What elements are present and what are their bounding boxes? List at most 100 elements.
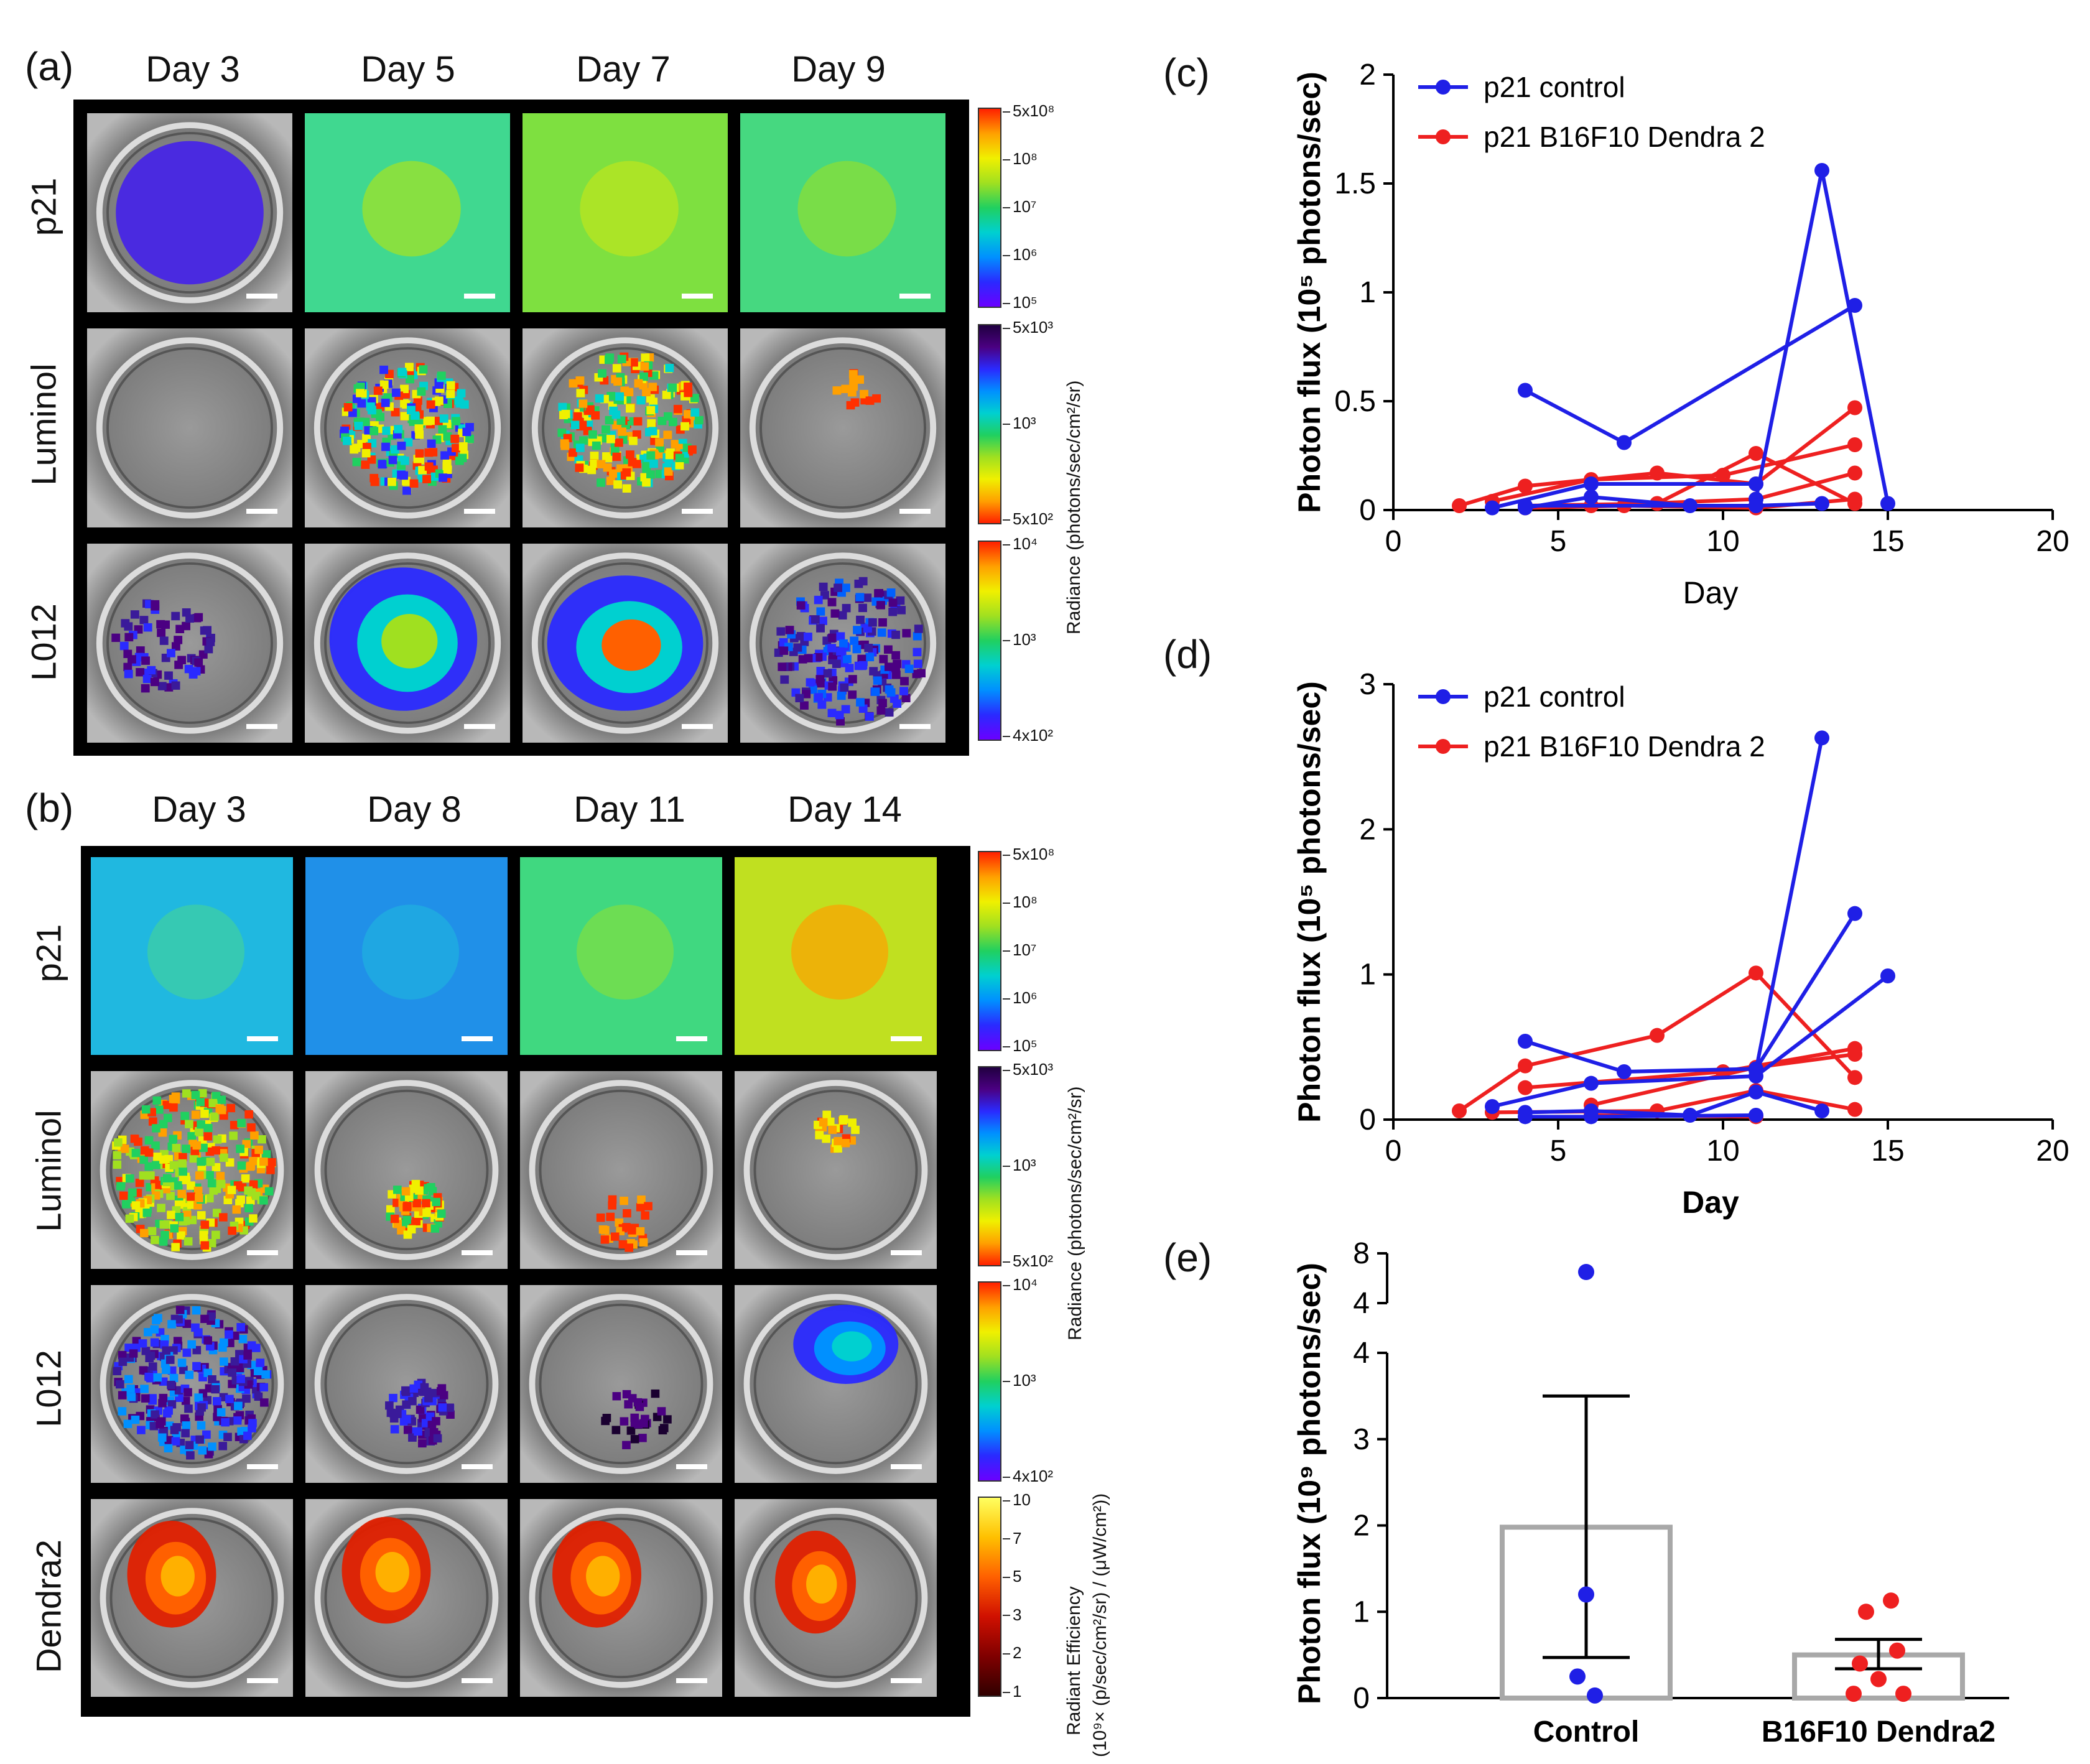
- scale-bar: [891, 1036, 922, 1041]
- panel-a-row-p21: p21: [24, 177, 63, 236]
- data-point: [1870, 1671, 1887, 1687]
- colorbar-tick-label: 5x10⁸: [1002, 845, 1055, 863]
- data-point-control: [1749, 498, 1763, 513]
- image-a-r3-c3: [522, 544, 728, 743]
- data-point-control: [1617, 1064, 1632, 1079]
- colorbar-tick-label: 5x10²: [1002, 509, 1054, 528]
- scale-bar: [682, 724, 713, 729]
- colorbar: [978, 851, 1001, 1051]
- image-a-r1-c2: [305, 113, 510, 312]
- image-a-r1-c1: [87, 113, 292, 312]
- image-b-r3-c3: [520, 1285, 722, 1483]
- y-axis-label: Photon flux (10⁹ photons/sec): [1292, 1263, 1327, 1704]
- colorbar: [978, 108, 1001, 308]
- image-a-r3-c1: [87, 544, 292, 743]
- data-point: [1846, 1686, 1862, 1702]
- scale-bar: [247, 1464, 278, 1469]
- image-b-r1-c2: [305, 857, 508, 1055]
- panel-b-col-4: Day 14: [787, 789, 902, 830]
- scale-bar: [682, 294, 713, 299]
- y-tick-label: 4: [1353, 1337, 1370, 1370]
- data-point-b16: [1452, 498, 1467, 513]
- panel-d-label: (d): [1163, 632, 1212, 677]
- image-b-r2-c3: [520, 1071, 722, 1269]
- data-point-control: [1814, 163, 1829, 178]
- data-point-b16: [1452, 1103, 1467, 1118]
- colorbar-tick-label: 7: [1002, 1528, 1022, 1548]
- scale-bar: [682, 509, 713, 514]
- data-point: [1852, 1655, 1868, 1672]
- scale-bar: [247, 1678, 278, 1683]
- panel-a-label: (a): [25, 44, 74, 89]
- colorbar-tick-label: 10³: [1003, 1156, 1036, 1174]
- image-b-r3-c1: [91, 1285, 293, 1483]
- scale-bar: [462, 1250, 493, 1255]
- data-point: [1858, 1604, 1874, 1620]
- colorbar-tick-label: 5x10⁸: [1002, 101, 1055, 120]
- colorbar-tick-label: 10³: [1003, 414, 1036, 432]
- image-a-r2-c1: [87, 328, 292, 527]
- data-point-control: [1485, 1099, 1500, 1114]
- panel-b-colorbar-title: Radiance (photons/sec/cm²/sr): [1065, 1086, 1085, 1341]
- scale-bar: [464, 509, 495, 514]
- colorbar-tick-label: 2: [1002, 1643, 1022, 1663]
- x-axis-label: Day: [1683, 575, 1739, 610]
- series-line-b16: [1492, 443, 1855, 503]
- data-point-control: [1485, 500, 1500, 516]
- data-point-control: [1518, 383, 1533, 398]
- y-tick-label: 2: [1353, 1510, 1370, 1543]
- data-point-b16: [1847, 400, 1862, 415]
- scale-bar: [247, 1036, 278, 1041]
- panel-b-row-dendra2: Dendra2: [29, 1539, 68, 1673]
- scale-bar: [462, 1678, 493, 1683]
- data-point-control: [1814, 730, 1829, 746]
- image-a-r1-c4: [740, 113, 945, 312]
- image-b-r4-c4: [735, 1499, 937, 1697]
- x-tick-label: 5: [1550, 525, 1567, 558]
- data-point: [1578, 1264, 1594, 1280]
- scale-bar: [899, 509, 931, 514]
- colorbar-tick-label: 10⁸: [1003, 893, 1038, 911]
- panel-b-col-2: Day 8: [367, 789, 462, 830]
- chart-d: 0 1 2 3 0 5 10 15 20 Day Photon flux (10⁵ photons/…: [1292, 668, 2069, 1220]
- data-point: [1587, 1687, 1603, 1704]
- data-point-control: [1518, 1034, 1533, 1049]
- scale-bar: [891, 1250, 922, 1255]
- data-point-control: [1518, 1109, 1533, 1125]
- colorbar: [978, 1066, 1001, 1266]
- scale-bar: [676, 1036, 707, 1041]
- data-point-b16: [1650, 1028, 1665, 1043]
- image-a-r1-c3: [522, 113, 728, 312]
- data-point-control: [1880, 968, 1895, 983]
- image-b-r3-c4: [735, 1285, 937, 1483]
- scale-bar: [676, 1464, 707, 1469]
- image-a-r2-c4: [740, 328, 945, 527]
- colorbar-tick-label: 4x10²: [1002, 726, 1054, 745]
- colorbar-tick-label: 10⁷: [1002, 940, 1037, 959]
- y-tick-label: 1: [1359, 276, 1376, 309]
- data-point-control: [1814, 496, 1829, 511]
- data-point-control: [1584, 1109, 1599, 1125]
- colorbar-tick-label: 1: [1002, 1682, 1022, 1701]
- image-b-r2-c1: [91, 1071, 293, 1269]
- panel-b-col-1: Day 3: [152, 789, 246, 830]
- legend-label: p21 B16F10 Dendra 2: [1484, 730, 1765, 763]
- y-tick-label: 1: [1359, 959, 1376, 991]
- colorbar-tick-label: 5x10²: [1002, 1251, 1054, 1270]
- scale-bar: [891, 1678, 922, 1683]
- data-point-b16: [1749, 446, 1763, 461]
- scale-bar: [462, 1036, 493, 1041]
- panel-b-label: (b): [25, 786, 74, 830]
- data-point-control: [1518, 498, 1533, 513]
- scale-bar: [246, 724, 277, 729]
- image-b-r4-c1: [91, 1499, 293, 1697]
- colorbar-tick-label: 10⁶: [1003, 988, 1038, 1007]
- colorbar-tick-label: 10⁸: [1003, 149, 1038, 168]
- series-line-control: [1525, 1113, 1757, 1119]
- y-tick-label: 1: [1353, 1595, 1370, 1628]
- data-point-control: [1814, 1103, 1829, 1118]
- series-line-control: [1492, 974, 1889, 1108]
- series-line-control: [1525, 912, 1857, 1074]
- scale-bar: [899, 294, 931, 299]
